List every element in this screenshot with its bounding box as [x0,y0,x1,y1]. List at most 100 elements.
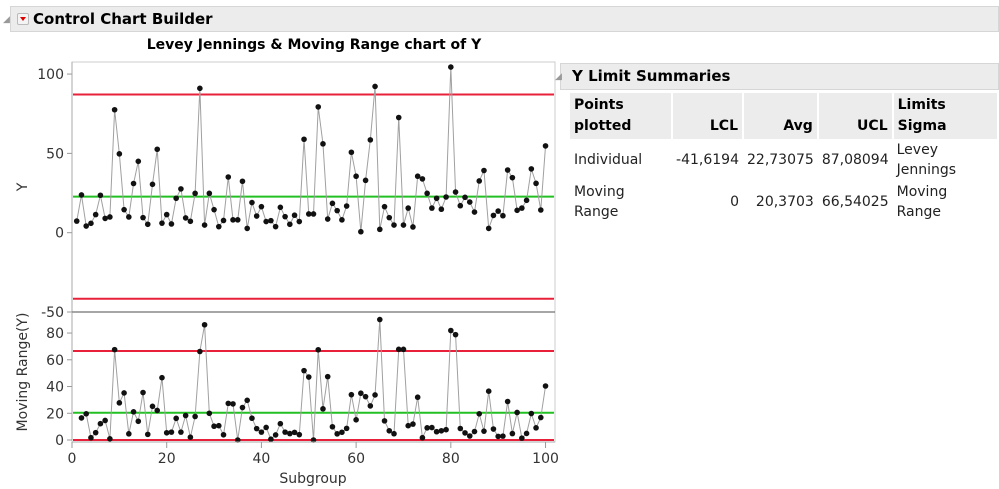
data-point [192,190,198,197]
x-tick-label: 40 [252,451,270,467]
col-lcl: LCL [672,93,744,139]
x-tick-label: 80 [442,451,460,467]
data-point [495,433,501,440]
data-point [107,435,113,442]
y-tick-label: 50 [46,146,64,162]
data-point [239,404,246,411]
data-point [88,220,94,227]
data-point [438,206,445,213]
data-point [471,209,478,215]
data-point [215,223,222,230]
data-point [230,401,236,407]
data-point [220,431,227,438]
data-point [126,431,132,437]
data-point [201,321,208,328]
data-point [514,207,520,214]
data-point [277,204,284,211]
data-point [182,412,189,419]
data-point [353,417,359,423]
data-point [320,406,326,412]
data-point [234,217,241,223]
data-point [443,426,449,433]
data-point [391,222,397,228]
data-point [334,207,340,214]
data-point [305,211,312,217]
data-point [424,190,430,197]
data-point [291,212,298,219]
data-point [523,430,530,437]
x-tick-label: 60 [347,451,365,467]
data-point [111,106,118,113]
cell: 66,54025 [821,194,889,210]
red-triangle-menu-icon[interactable] [17,13,29,25]
data-point [144,431,151,438]
data-point [159,220,165,226]
data-point [244,397,251,404]
data-point [457,202,464,209]
data-point [97,420,104,427]
disclosure-triangle-icon[interactable]: ◢ [3,15,10,25]
data-point [353,173,359,180]
data-point [429,424,435,431]
disclosure-triangle-icon[interactable]: ◢ [555,72,562,82]
data-point [249,415,255,422]
y-tick-label: -50 [41,305,64,321]
data-point [78,415,85,421]
data-point [362,177,369,184]
y-axis-label: Y [15,182,31,192]
data-point [163,211,170,218]
data-point [324,373,331,380]
data-point [282,213,288,220]
limit-summaries-header[interactable]: ◢ Y Limit Summaries [555,63,999,90]
table-row: Moving Range 0 20,3703 66,54025 Moving R… [570,181,998,223]
data-point [149,403,156,410]
data-point [542,143,549,149]
data-point [504,167,511,173]
data-point [334,431,340,437]
data-point [391,430,397,437]
data-point [78,192,85,198]
data-point [462,430,468,436]
data-point [258,203,265,210]
data-point [452,331,459,338]
header-line: Points [574,97,624,113]
cell: 22,73075 [747,152,814,168]
data-point [528,166,535,172]
data-point [97,192,104,199]
data-point [178,186,184,192]
mr-axis-label: Moving Range(Y) [15,313,31,432]
data-point [116,400,123,406]
data-point [414,394,421,401]
data-point [102,215,108,222]
limit-summaries-table: Points plotted LCL Avg UCL Limits Sigma I… [570,93,999,223]
data-point [381,203,388,210]
data-point [419,434,426,441]
data-point [83,223,90,229]
limit-summaries-title: Y Limit Summaries [572,67,731,85]
data-point [215,422,222,429]
data-point [476,410,483,417]
data-point [400,222,407,228]
col-avg: Avg [743,93,819,139]
control-chart-builder-header[interactable]: ◢ Control Chart Builder [3,6,999,32]
data-point [395,114,402,121]
data-point [433,195,440,202]
data-point [490,212,497,219]
data-point [537,414,544,421]
data-point [410,224,416,230]
data-point [73,218,80,224]
data-point [206,190,213,197]
data-point [537,207,544,213]
data-point [244,225,251,232]
data-point [92,211,99,218]
data-point [268,217,274,224]
data-point [443,194,449,200]
data-point [287,430,293,437]
data-point [149,181,156,188]
data-point [528,410,535,417]
data-point [500,433,506,439]
data-point [358,390,364,397]
data-point [296,218,303,225]
y-tick-label: 80 [46,326,64,342]
data-point [509,174,516,181]
